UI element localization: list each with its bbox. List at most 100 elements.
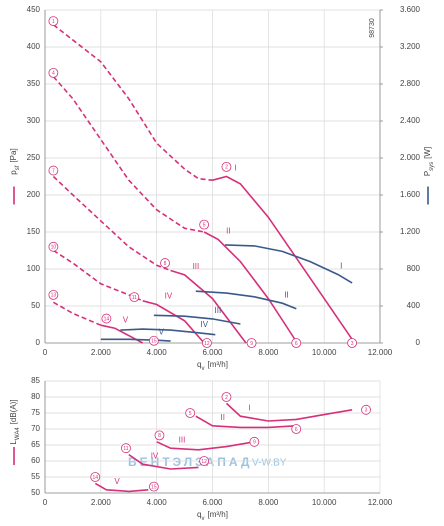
y-tick-label: 70 — [31, 424, 40, 433]
curve — [203, 231, 297, 342]
axis-label-unit: [m³/h] — [208, 510, 228, 519]
y-tick-label: 0 — [36, 338, 41, 347]
point-marker — [48, 16, 59, 27]
y2-tick-label: 400 — [407, 301, 421, 310]
point-marker — [246, 338, 257, 348]
y-tick-label: 50 — [31, 488, 40, 497]
point-marker-label: 4 — [52, 71, 55, 77]
y-tick-label: 300 — [27, 116, 41, 125]
point-marker — [148, 335, 159, 346]
point-marker-label: 3 — [365, 408, 368, 414]
curve — [156, 441, 255, 451]
point-marker-label: 9 — [250, 341, 253, 347]
y2-tick-label: 2.800 — [400, 79, 421, 88]
y2-tick-label: 3.200 — [400, 42, 421, 51]
curve — [212, 175, 353, 340]
watermark-brand: ВЕНТЭЛЗАПАД — [128, 455, 252, 469]
axis-label-sub: sf — [15, 165, 21, 170]
point-marker-label: 14 — [92, 475, 98, 481]
curve — [52, 249, 144, 302]
axis-label-main: P — [423, 171, 432, 176]
x-tick-label: 2.000 — [91, 348, 112, 357]
x-tick-label: 12.000 — [368, 498, 393, 507]
x-tick-label: 2.000 — [91, 498, 112, 507]
x-tick-label: 0 — [43, 348, 48, 357]
point-marker — [202, 338, 212, 348]
point-marker-label: 15 — [151, 339, 157, 345]
curve-label: V — [123, 315, 129, 324]
axis-label: psf [Pa] — [9, 148, 20, 174]
point-marker-label: 2 — [225, 165, 228, 171]
y-tick-label: 400 — [27, 42, 41, 51]
point-marker — [221, 392, 232, 402]
point-marker — [291, 338, 302, 348]
curve — [128, 453, 199, 470]
x-tick-label: 10.000 — [312, 498, 337, 507]
point-marker-label: 8 — [158, 433, 161, 439]
curve — [52, 76, 205, 233]
curve-label: IV — [151, 451, 159, 460]
y-tick-label: 250 — [27, 153, 41, 162]
y-tick-label: 75 — [31, 408, 40, 417]
x-tick-label: 6.000 — [202, 498, 223, 507]
point-marker-label: 12 — [201, 459, 207, 465]
y-tick-label: 65 — [31, 440, 40, 449]
y2-tick-label: 2.400 — [400, 116, 421, 125]
y-tick-label: 350 — [27, 79, 41, 88]
axis-label-sub: v — [202, 366, 205, 372]
curve — [52, 175, 171, 272]
point-marker — [48, 289, 59, 300]
point-marker-label: 11 — [123, 446, 128, 452]
point-marker — [160, 258, 170, 268]
point-marker-label: 5 — [189, 411, 192, 417]
curve — [52, 24, 213, 181]
point-marker — [48, 68, 59, 78]
point-marker-label: 9 — [253, 440, 256, 446]
curve-label: IV — [201, 320, 209, 329]
code: 98730 — [369, 18, 376, 38]
axis-label: Psys [W] — [423, 147, 434, 176]
point-marker — [199, 456, 210, 466]
axis-label-sub: v — [202, 516, 205, 522]
y2-tick-label: 1.200 — [400, 227, 421, 236]
point-marker — [185, 408, 196, 418]
curve — [120, 328, 216, 336]
point-marker-label: 2 — [225, 395, 228, 401]
curve-label: III — [215, 306, 222, 315]
axis-label: LWA4 [dB(A)] — [9, 399, 20, 444]
curve — [225, 402, 353, 422]
x-tick-label: 6.000 — [202, 348, 223, 357]
point-marker — [361, 404, 371, 415]
x-tick-label: 0 — [43, 498, 48, 507]
point-marker-label: 7 — [52, 168, 55, 174]
axis-label-sub: sys — [429, 162, 435, 171]
x-tick-label: 4.000 — [147, 348, 168, 357]
point-marker-label: 14 — [104, 316, 110, 322]
point-marker-label: 3 — [351, 341, 354, 347]
curve — [100, 338, 171, 342]
watermark-site: V-W.BY — [252, 458, 287, 469]
x-tick-label: 4.000 — [147, 498, 168, 507]
point-marker — [129, 292, 140, 303]
x-tick-label: 8.000 — [258, 348, 279, 357]
y2-tick-label: 1.600 — [400, 190, 421, 199]
axis-label-main: q — [197, 360, 201, 369]
point-marker-label: 10 — [51, 245, 57, 251]
y-tick-label: 200 — [27, 190, 41, 199]
point-marker — [291, 424, 302, 434]
point-marker — [199, 219, 210, 230]
point-marker — [48, 241, 59, 252]
point-marker — [121, 443, 131, 454]
point-marker-label: 5 — [203, 222, 206, 228]
y-tick-label: 55 — [31, 472, 40, 481]
curve-label: III — [193, 262, 200, 271]
curve-label: V — [114, 477, 120, 486]
point-marker — [48, 165, 59, 176]
curve-label: II — [284, 290, 288, 299]
axis-label-main: p — [9, 170, 18, 175]
x-tick-label: 10.000 — [312, 348, 337, 357]
y-tick-label: 80 — [31, 392, 40, 401]
point-marker — [154, 430, 165, 441]
y-tick-label: 50 — [31, 301, 40, 310]
axis-label: qv [m³/h] — [197, 360, 228, 371]
